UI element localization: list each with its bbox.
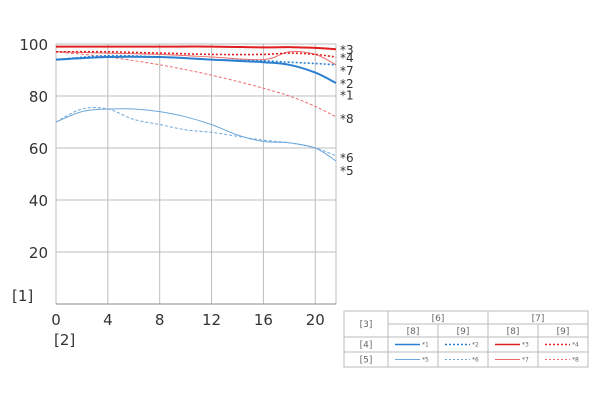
series-end-label: *7 (340, 64, 354, 78)
legend-sub-header: [9] (457, 327, 470, 337)
series-line-8 (55, 51, 337, 118)
legend-border (343, 310, 589, 368)
legend-row-label: [5] (360, 356, 373, 366)
legend-row-label: [4] (360, 341, 373, 351)
x-tick-label: 20 (306, 311, 325, 329)
legend-item-label: *7 (522, 357, 529, 364)
y-axis-marker: [1] (12, 287, 33, 305)
x-tick-label: 4 (103, 311, 113, 329)
tick-labels: 0 4 8 12 16 20 20 40 60 80 100 (19, 36, 324, 329)
legend-corner-label: [3] (360, 320, 373, 330)
series-line-6 (55, 107, 337, 157)
x-tick-label: 8 (155, 311, 165, 329)
legend-item-label: *6 (472, 357, 479, 364)
series-line-2 (55, 54, 337, 66)
series-line-4 (55, 50, 337, 58)
y-tick-label: 60 (29, 140, 48, 158)
series-line-1 (55, 55, 337, 84)
legend-item-label: *3 (522, 342, 529, 349)
series-end-label: *3 (340, 43, 354, 57)
y-tick-label: 20 (29, 244, 48, 262)
y-tick-label: 100 (19, 36, 48, 54)
series-line-5 (55, 108, 337, 162)
legend-group-header: [6] (432, 314, 445, 324)
legend-item-label: *1 (422, 342, 429, 349)
y-tick-label: 40 (29, 192, 48, 210)
series-line-3 (56, 45, 337, 51)
legend-group-header: [7] (532, 314, 545, 324)
x-tick-label: 12 (202, 311, 221, 329)
series-end-label: *5 (340, 164, 354, 178)
series-end-labels: *3*4*7*2*1 *8 *6*5 (340, 43, 354, 178)
legend-item-label: *5 (422, 357, 429, 364)
series-end-label: *4 (340, 51, 354, 65)
series-end-label: *2 (340, 77, 354, 91)
legend-sub-header: [9] (557, 327, 570, 337)
legend-item-label: *2 (472, 342, 479, 349)
series-end-label: *1 (340, 89, 354, 103)
legend-sub-header: [8] (507, 327, 520, 337)
legend-sub-header: [8] (407, 327, 420, 337)
legend-item-label: *8 (572, 357, 579, 364)
series-lines (55, 45, 337, 162)
x-axis-marker: [2] (54, 331, 75, 349)
grid (55, 43, 337, 305)
y-tick-label: 80 (29, 88, 48, 106)
series-end-label: *8 (340, 112, 354, 126)
x-tick-label: 16 (254, 311, 273, 329)
legend-table: [3] [6] [7] [8] [9] [8] [9] [4] *1 *2 *3 *4 [5] *5 *6 *… (343, 310, 589, 368)
series-end-label: *6 (340, 151, 354, 165)
legend-item-label: *4 (572, 342, 579, 349)
x-tick-label: 0 (51, 311, 61, 329)
